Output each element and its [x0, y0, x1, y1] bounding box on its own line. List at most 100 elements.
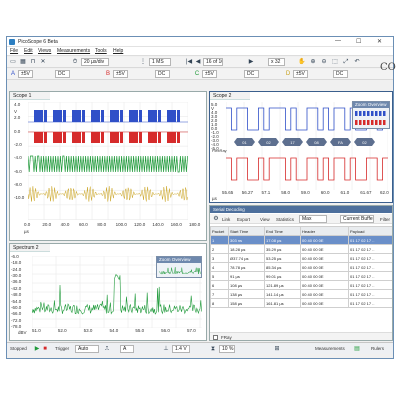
table-row[interactable]: 5 91 µs 99.01 µs 00 40 00 0E 01 17 02 17 ..: [210, 271, 392, 281]
settings-icon[interactable]: ⚙: [213, 216, 219, 222]
table-row[interactable]: 1 303 ns 17.08 µs 00 40 00 0E 01 17 02 17 ..: [210, 235, 392, 245]
stop-icon[interactable]: ■: [43, 346, 47, 352]
channel-b-coupling[interactable]: DC: [155, 70, 170, 78]
xtick: 61.67: [360, 190, 372, 195]
zoom-factor-select[interactable]: x 32: [268, 58, 285, 66]
table-cell: 108 µs: [228, 280, 265, 290]
table-row[interactable]: 6 108 µs 121.89 µs 00 40 00 0E 01 17 02 17 .…: [210, 280, 392, 290]
close-icon[interactable]: ✕: [377, 39, 383, 45]
samples-icon[interactable]: ⋮: [140, 59, 146, 65]
channel-b-icon[interactable]: B: [105, 71, 110, 77]
chA-burst: [53, 110, 62, 122]
timebase-select[interactable]: 20 µs/div: [81, 58, 109, 66]
samples-select[interactable]: 1 MS: [149, 58, 171, 66]
xtick: 20.0: [42, 222, 52, 227]
trigger-mode-select[interactable]: Auto: [75, 345, 99, 353]
export-button[interactable]: Export: [237, 217, 251, 222]
col-header[interactable]: Header: [300, 226, 349, 236]
view-button[interactable]: View: [260, 217, 270, 222]
serial-footer: FRay: [210, 332, 392, 340]
zoom-area-icon[interactable]: ⬚: [332, 59, 338, 65]
next-buffer-icon[interactable]: ▶: [248, 59, 254, 65]
scope-2-zoom-overview[interactable]: Zoom Overview: [352, 101, 390, 129]
scope-1-panel[interactable]: Scope 1 4.0 V 2.0 0.0 -2.0 -4.0 -6.0 -8.…: [9, 91, 207, 241]
max-select[interactable]: Max: [299, 215, 327, 223]
statistics-button[interactable]: Statistics: [276, 217, 295, 222]
zoom-out-icon[interactable]: ⊖: [321, 59, 327, 65]
spectrum-2-zoom-overview[interactable]: Zoom Overview: [156, 256, 202, 278]
window-title: PicoScope 6 Beta: [18, 39, 58, 45]
xy-icon[interactable]: ✕: [40, 59, 46, 65]
spectrum-icon[interactable]: ⊓: [30, 59, 36, 65]
col-packet[interactable]: Packet: [210, 226, 229, 236]
xtick: 62.0: [380, 190, 389, 195]
chA-burst: [120, 110, 123, 122]
run-icon[interactable]: ▶: [34, 346, 40, 352]
scope-1-waveforms[interactable]: [28, 102, 188, 220]
menu-measurements[interactable]: Measurements: [57, 48, 91, 54]
menu-tools[interactable]: Tools: [95, 48, 107, 54]
chA-burst: [72, 110, 81, 122]
channel-a-coupling[interactable]: DC: [55, 70, 70, 78]
channel-c-range[interactable]: ±5V: [202, 70, 217, 78]
trigger-level-input[interactable]: 1.4 V: [172, 345, 190, 353]
hand-tool-icon[interactable]: ✋: [298, 59, 306, 65]
table-row[interactable]: 3 Ø37.74 µs 53.25 µs 00 40 00 0E 01 17 02 17…: [210, 253, 392, 263]
rising-edge-icon[interactable]: ⎍: [104, 346, 110, 352]
channel-d-icon[interactable]: D: [285, 71, 291, 77]
channel-d-range[interactable]: ±5V: [293, 70, 308, 78]
first-buffer-icon[interactable]: |◀: [185, 59, 193, 65]
channel-c-coupling[interactable]: DC: [244, 70, 259, 78]
col-start[interactable]: Start Time: [228, 226, 265, 236]
menu-edit[interactable]: Edit: [24, 48, 33, 54]
measurements-button[interactable]: Measurements: [315, 346, 345, 351]
rulers-button[interactable]: Rulers: [371, 346, 385, 351]
menu-views[interactable]: Views: [38, 48, 52, 54]
chA-burst: [148, 110, 157, 122]
pre-trigger-input[interactable]: 10 %: [219, 345, 235, 353]
ytick: V: [211, 106, 215, 111]
spectrum-2-trace[interactable]: [32, 256, 202, 328]
table-row[interactable]: 7 138 µs 141.14 µs 00 40 00 0E 01 17 02 17 .…: [210, 289, 392, 299]
channel-a-icon[interactable]: A: [10, 71, 15, 77]
scope-2-panel[interactable]: Scope 2 5.0 V 4.0 3.0 2.0 1.0 0.0 -1.0 -2.0 -3.0-…: [209, 91, 393, 203]
menu-help[interactable]: Help: [113, 48, 124, 54]
table-row[interactable]: 4 78.78 µs 85.34 µs 00 40 00 0E 01 17 02 17 …: [210, 262, 392, 272]
ytick: -2.0: [14, 142, 22, 147]
link-button[interactable]: Link: [222, 217, 231, 222]
pre-trigger-icon[interactable]: ⧗: [210, 346, 216, 352]
channel-d-coupling[interactable]: DC: [333, 70, 348, 78]
scope-2-waveforms[interactable]: 01 02 17 08 FA 02: [226, 102, 388, 190]
table-cell: 141.14 µs: [264, 289, 301, 299]
timebase-icon[interactable]: ⏱: [72, 59, 78, 65]
spectrum-2-panel[interactable]: Spectrum 2 -6.0 -18.0 -24.0 -30.0 -36.0 -42.0…: [9, 243, 207, 341]
channel-a-range[interactable]: ±5V: [18, 70, 33, 78]
table-row[interactable]: 2 18.28 µs 35.29 µs 00 40 00 0E 01 17 02 17 …: [210, 244, 392, 254]
table-row[interactable]: 8 158 µs 161.81 µs 00 40 00 0E 01 17 02 17 .…: [210, 298, 392, 308]
flexray-checkbox[interactable]: [213, 335, 218, 340]
undo-zoom-icon[interactable]: ↶: [354, 59, 360, 65]
maximize-icon[interactable]: ☐: [356, 39, 362, 45]
buffer-navigator[interactable]: 16 of 16: [203, 58, 223, 66]
table-cell: 01 17 02 17 ..: [348, 262, 392, 272]
prev-buffer-icon[interactable]: ◀: [195, 59, 201, 65]
zoom-in-icon[interactable]: ⊕: [310, 59, 316, 65]
scope-mode-icon[interactable]: ▭: [10, 59, 16, 65]
channel-c-icon[interactable]: C: [194, 71, 200, 77]
buffer-select[interactable]: Current Buffer: [340, 215, 374, 223]
col-payload[interactable]: Payload: [348, 226, 392, 236]
menu-file[interactable]: File: [10, 48, 19, 54]
filter-button[interactable]: Filter: [380, 217, 390, 222]
fit-icon[interactable]: ⤢: [343, 59, 349, 65]
minimize-icon[interactable]: —: [335, 38, 341, 44]
col-end[interactable]: End Time: [264, 226, 301, 236]
measurement-icon[interactable]: ▤: [354, 346, 360, 352]
channel-b-range[interactable]: ±5V: [113, 70, 128, 78]
persistence-icon[interactable]: ▦: [20, 59, 26, 65]
trigger-level-icon[interactable]: ⊥: [163, 346, 169, 352]
serial-decoding-header: Serial Decoding: [210, 206, 392, 213]
xtick: 56.27: [241, 190, 254, 195]
table-cell: 01 17 02 17 ..: [348, 280, 392, 290]
measurement-add-icon[interactable]: ⊞: [274, 346, 280, 352]
trigger-channel-select[interactable]: A: [120, 345, 134, 353]
